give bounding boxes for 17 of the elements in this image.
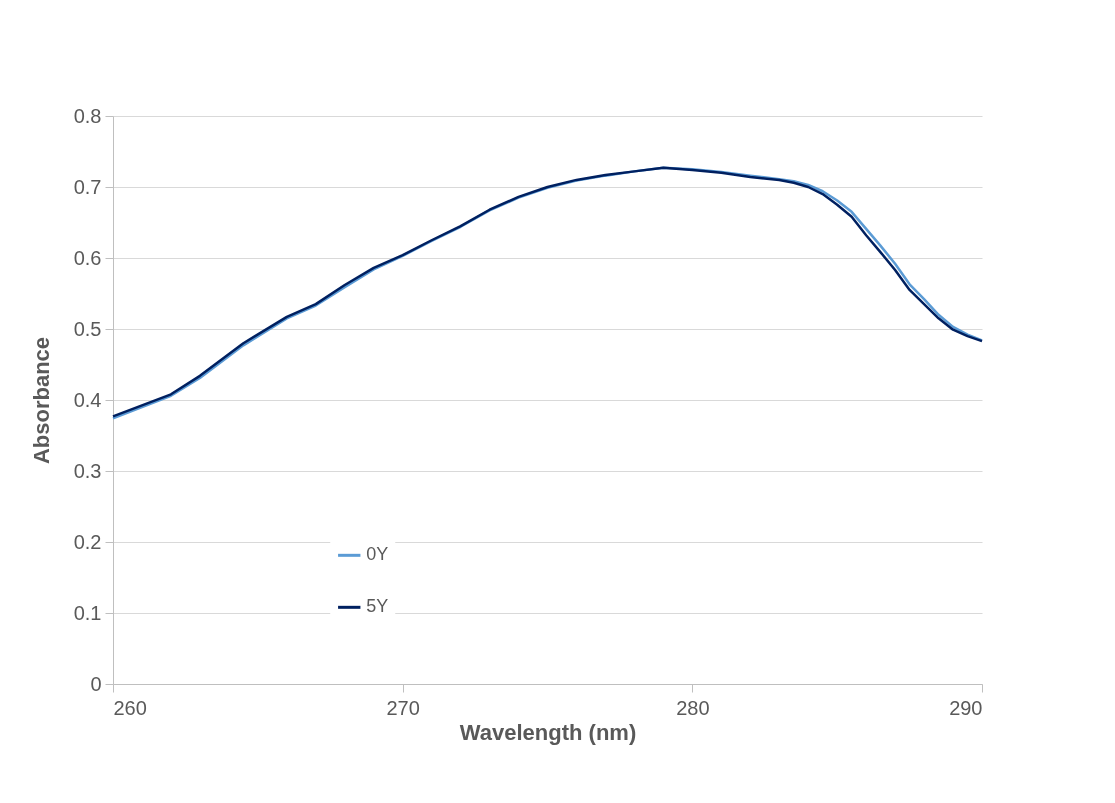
x-tick-label: 280 <box>676 696 710 719</box>
x-tick-label: 290 <box>949 696 983 719</box>
y-tick-label: 0 <box>90 672 102 695</box>
y-tick-label: 0.8 <box>73 104 102 127</box>
legend-label: 5Y <box>366 596 389 617</box>
y-tick-label: 0.5 <box>73 317 102 340</box>
y-tick-label: 0.1 <box>73 601 102 624</box>
y-tick-label: 0.2 <box>73 530 102 553</box>
y-tick-label: 0.6 <box>73 246 102 269</box>
x-tick-label: 260 <box>113 696 147 719</box>
y-tick-label: 0.7 <box>73 175 102 198</box>
y-tick-label: 0.3 <box>73 459 102 482</box>
y-tick-label: 0.4 <box>73 388 102 411</box>
y-axis-title: Absorbance <box>28 336 54 465</box>
x-axis-title: Wavelength (nm) <box>459 719 637 745</box>
x-tick-label: 270 <box>386 696 420 719</box>
legend-label: 0Y <box>366 544 389 565</box>
